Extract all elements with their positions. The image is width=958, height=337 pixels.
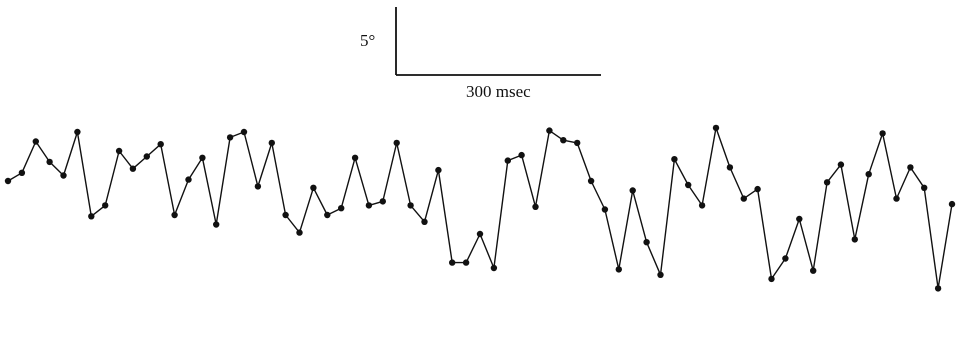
trace-point [671,156,678,163]
trace-point [837,161,845,168]
trace-point [643,239,650,246]
trace-point [254,183,262,190]
trace-point [629,187,636,194]
scale-bar-vertical-label: 5° [360,31,375,50]
trace-point [657,271,664,278]
trace-point [407,202,414,209]
trace-point [282,211,289,219]
trace-point [685,181,692,189]
trace-point [504,157,511,164]
trace-point [143,153,150,160]
trace-point [601,206,609,213]
trace-point [46,158,53,166]
trace-point [4,177,12,185]
trace-point [865,171,872,178]
trace-point [18,169,26,176]
trace-point [476,230,484,238]
trace-point [587,177,595,185]
trace-point [546,127,553,134]
trace-point [393,139,400,147]
trace-point [948,200,956,208]
trace-point [907,164,914,171]
trace-point [310,184,317,191]
trace-point [782,255,789,262]
trace-point [921,184,928,191]
trace-point [740,195,747,202]
trace-point [324,211,331,219]
trace-point [532,203,539,210]
trace-point [88,213,95,220]
eye-position-trace [4,124,956,292]
trace-point [712,124,720,132]
trace-point [171,211,178,219]
trace-point [365,202,373,209]
trace-point [462,259,470,266]
trace-point [199,154,206,161]
trace-line [7,127,953,290]
trace-point [157,141,164,148]
trace-point [379,198,386,205]
trace-point [934,285,942,292]
trace-point [213,221,220,228]
trace-point [726,164,734,171]
trace-point [129,165,137,172]
trace-point [435,166,442,174]
trace-point [240,128,248,136]
trace-point [698,202,706,209]
trace-point [490,264,498,272]
trace-point [518,151,525,159]
trace-point [893,195,900,202]
trace-point [879,130,886,137]
trace-point [115,147,123,155]
trace-point [60,172,67,179]
trace-point [851,236,858,243]
trace-point [768,275,775,283]
trace-point [74,128,81,136]
scale-bar: 5° 300 msec [360,7,601,101]
trace-point [226,134,234,141]
trace-point [796,215,803,223]
trace-point [449,259,456,266]
trace-point [338,205,345,212]
trace-point [32,138,39,145]
trace-point [296,229,303,236]
trace-point [754,185,761,193]
trace-point [810,267,817,274]
trace-point [185,176,192,183]
trace-point [351,154,359,161]
trace-point [102,202,109,209]
trace-point [574,139,581,147]
trace-point [823,179,831,186]
trace-point [421,218,428,225]
trace-point [615,266,622,273]
trace-point [268,139,275,147]
scale-bar-horizontal-label: 300 msec [466,82,531,101]
trace-point [560,137,567,144]
